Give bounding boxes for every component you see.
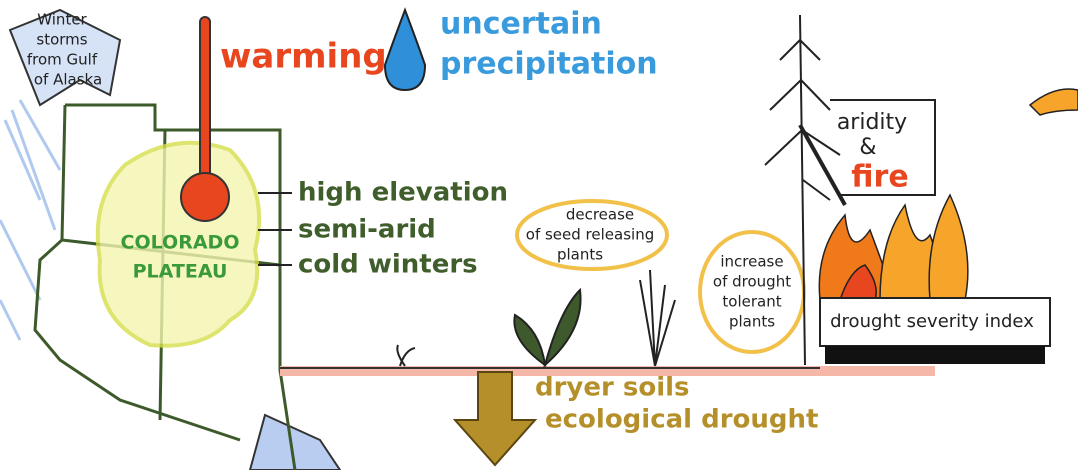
trait: cold winters [298,250,478,280]
thermometer-bulb [181,173,229,221]
plateau-line: COLORADO [121,232,240,254]
aridity-pointer [800,125,845,205]
soils-line: ecological drought [545,405,818,435]
storms-line: Winter [37,11,87,29]
soils-line: dryer soils [535,373,690,403]
fire [819,195,968,300]
tolerant-line: tolerant [722,293,781,311]
bird [1030,89,1078,115]
index-label: drought severity index [830,311,1034,332]
droplet [385,10,425,90]
precipitation-line: uncertain [440,7,602,42]
aridity-line: & [859,135,876,160]
tolerant-line: plants [729,313,775,331]
trait-connectors [258,193,292,265]
trait: high elevation [298,178,508,208]
storms-line: from Gulf [27,51,98,69]
storms-line: storms [36,31,87,49]
storm-strokes [0,100,60,340]
storms-line: of Alaska [34,71,102,89]
precipitation-line: precipitation [440,47,658,82]
seed-line: of seed releasing [526,226,654,244]
down-arrow [455,372,535,465]
seed-line: plants [557,246,603,264]
tolerant-line: of drought [713,273,791,291]
aridity-line: fire [851,160,908,195]
seed-line: decrease [566,206,634,224]
aridity-line: aridity [837,110,907,135]
illustration: COLORADO PLATEAU warming uncertain preci… [0,0,1078,470]
plants [397,270,675,366]
tolerant-line: increase [720,253,783,271]
trait: semi-arid [298,215,436,245]
warming-label: warming [220,37,387,77]
index-bar [825,346,1045,364]
plateau-line: PLATEAU [133,261,228,283]
